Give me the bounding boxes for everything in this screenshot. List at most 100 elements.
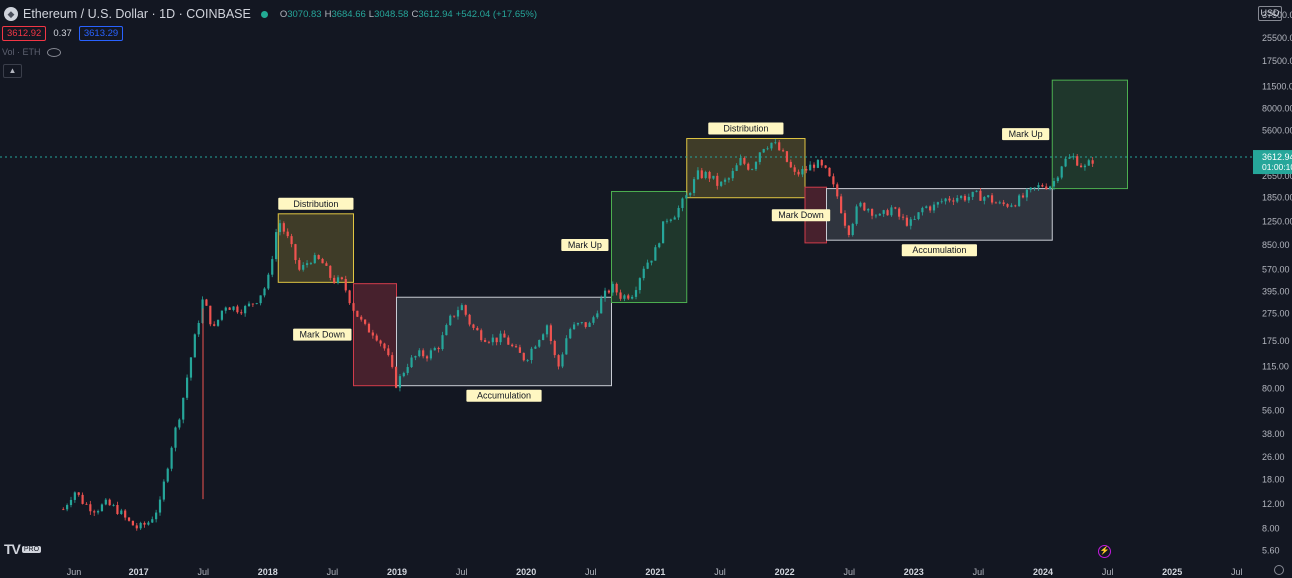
y-tick-label: 175.00 xyxy=(1262,336,1290,346)
candle xyxy=(874,214,878,219)
candle xyxy=(545,324,549,338)
x-tick-label: Jun xyxy=(67,567,82,577)
candle xyxy=(73,491,76,503)
gear-icon[interactable] xyxy=(1274,565,1284,575)
candle xyxy=(414,355,417,361)
candle xyxy=(785,150,789,163)
chevron-up-icon[interactable]: ▲ xyxy=(3,64,22,78)
x-tick-label: Jul xyxy=(456,567,468,577)
y-tick-label: 17500.00 xyxy=(1262,56,1292,66)
candle xyxy=(472,323,475,331)
candle xyxy=(816,159,819,169)
time-axis[interactable]: Jun 2017 Jul 2018 Jul 2019 Jul 2020 Jul 2021 Jul 20… xyxy=(67,567,1243,577)
candle xyxy=(518,344,522,353)
candle xyxy=(507,335,510,345)
y-tick-label: 1250.00 xyxy=(1262,217,1292,227)
candle xyxy=(410,354,413,369)
candle xyxy=(967,193,970,204)
y-tick-label: 5.60 xyxy=(1262,545,1280,555)
y-tick-label: 2650.00 xyxy=(1262,171,1292,181)
candle xyxy=(422,348,425,359)
candle xyxy=(205,298,208,306)
x-tick-label: Jul xyxy=(973,567,985,577)
candle xyxy=(959,194,963,200)
candle xyxy=(615,282,618,296)
candle xyxy=(1087,158,1090,166)
candle xyxy=(898,207,901,220)
candle xyxy=(929,205,932,213)
candle xyxy=(882,209,885,217)
x-tick-label: 2023 xyxy=(904,567,924,577)
candle xyxy=(456,306,460,320)
y-tick-label: 18.00 xyxy=(1262,474,1285,484)
candle xyxy=(669,218,672,223)
candle xyxy=(491,334,494,346)
candle xyxy=(449,314,452,326)
candle xyxy=(290,233,293,248)
candle xyxy=(112,503,115,507)
eye-hidden-icon[interactable] xyxy=(46,47,61,57)
candle xyxy=(464,304,467,317)
candle xyxy=(766,146,769,151)
candle xyxy=(990,193,994,205)
price-axis[interactable]: 37500.00 25500.00 17500.00 11500.00 8000.00 5… xyxy=(1262,10,1292,556)
candle xyxy=(394,366,398,389)
candle xyxy=(689,191,692,198)
candle xyxy=(348,289,351,305)
candle xyxy=(971,191,974,201)
candle xyxy=(650,260,653,266)
candle xyxy=(93,509,96,517)
candle xyxy=(735,163,738,172)
candle xyxy=(344,275,347,293)
candle xyxy=(1021,192,1025,199)
candle xyxy=(638,277,641,294)
candle xyxy=(673,215,676,220)
candle xyxy=(940,198,943,204)
candle xyxy=(1025,188,1028,202)
candle xyxy=(263,287,266,298)
candle xyxy=(611,281,614,296)
candle xyxy=(1010,203,1013,208)
ethereum-logo-icon: ◆ xyxy=(4,7,18,21)
candle xyxy=(878,213,881,217)
symbol-title[interactable]: Ethereum / U.S. Dollar · 1D · COINBASE xyxy=(23,7,251,21)
lightning-icon[interactable]: ⚡ xyxy=(1098,545,1111,558)
candle xyxy=(340,276,343,281)
candle xyxy=(89,500,92,515)
candle xyxy=(905,215,909,227)
y-tick-label: 56.00 xyxy=(1262,405,1285,415)
candle xyxy=(151,516,154,524)
volume-indicator[interactable]: Vol · ETH xyxy=(2,47,61,57)
candle xyxy=(530,346,533,364)
candle xyxy=(828,167,831,177)
tradingview-logo[interactable]: TV PRO xyxy=(4,541,42,557)
zone-label-2: Accumulation xyxy=(466,389,542,402)
candle xyxy=(1045,183,1048,190)
zone-label-text: Mark Up xyxy=(568,240,602,250)
candle xyxy=(255,302,258,305)
buy-button[interactable]: 3613.29 xyxy=(78,26,124,41)
candle xyxy=(453,315,456,318)
x-tick-label: 2018 xyxy=(258,567,278,577)
candle xyxy=(708,170,711,183)
tv-logo-mark: TV xyxy=(4,541,21,557)
candle xyxy=(511,343,514,348)
candle xyxy=(727,177,730,183)
currency-button[interactable]: USD xyxy=(1258,6,1282,21)
candle xyxy=(251,303,254,308)
candle xyxy=(356,310,359,317)
zone-label-3: Mark Up xyxy=(561,239,609,252)
candle xyxy=(116,501,119,515)
candle xyxy=(336,275,340,285)
sell-button[interactable]: 3612.92 xyxy=(2,26,47,41)
last-price-label: 3612.94 xyxy=(1262,152,1292,162)
candle xyxy=(522,352,525,362)
candle xyxy=(646,259,649,270)
candle xyxy=(542,333,545,341)
candle xyxy=(1076,153,1079,167)
zone-label-text: Accumulation xyxy=(912,245,966,255)
candle xyxy=(371,329,374,339)
candle xyxy=(224,306,227,314)
x-tick-label: 2024 xyxy=(1033,567,1053,577)
